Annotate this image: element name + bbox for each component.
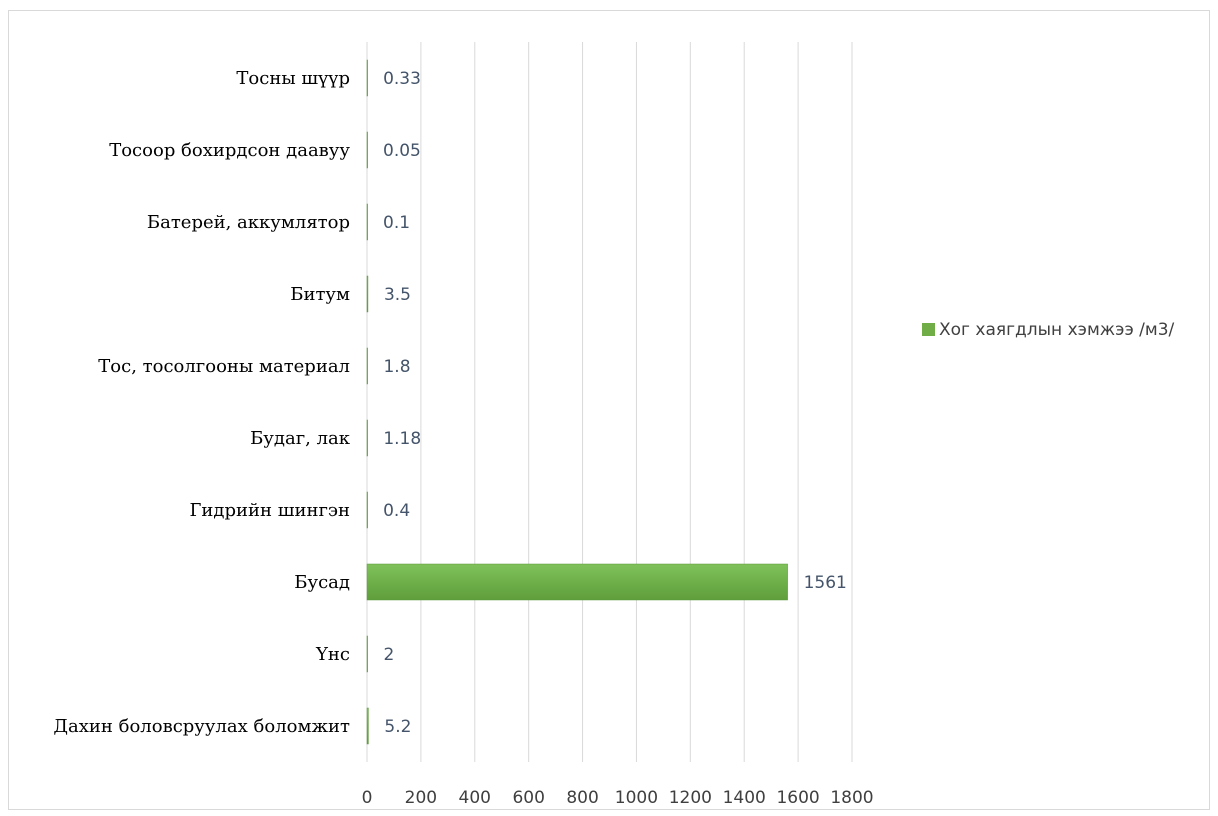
x-tick-label: 800 [566,788,598,808]
bar [366,131,368,169]
legend-label: Хог хаягдлын хэмжээ /м3/ [939,320,1175,340]
x-tick-label: 1400 [723,788,766,808]
gridlines [366,42,853,762]
bar [366,59,368,97]
bar [366,491,368,529]
bar [366,707,369,745]
data-label: 5.2 [384,717,411,737]
category-label: Будаг, лак [250,428,351,449]
x-tick-label: 200 [405,788,437,808]
x-tick-label: 1200 [669,788,712,808]
x-tick-label: 1800 [830,788,873,808]
legend-swatch [922,323,935,336]
category-label: Тос, тосолгооны материал [98,356,350,377]
category-label: Дахин боловсруулах боломжит [53,716,350,737]
category-label: Битум [290,284,350,305]
category-label: Үнс [315,644,350,665]
x-tick-label: 1600 [776,788,819,808]
data-label: 0.05 [383,141,421,161]
legend: Хог хаягдлын хэмжээ /м3/ [922,320,1175,340]
data-label: 0.4 [383,501,410,521]
x-tick-label: 0 [362,788,373,808]
x-tick-label: 400 [459,788,491,808]
bar [366,203,368,241]
bar [366,419,368,457]
data-label: 1561 [804,573,847,593]
x-tick-label: 1000 [615,788,658,808]
data-label: 1.18 [383,429,421,449]
category-label: Бусад [294,572,350,593]
data-label: 2 [384,645,395,665]
bar [366,563,788,601]
data-label: 1.8 [383,357,410,377]
bar [366,275,369,313]
category-label: Гидрийн шингэн [190,500,350,521]
category-label: Тосны шүүр [236,68,350,89]
data-label: 0.33 [383,69,421,89]
category-label: Батерей, аккумлятор [147,212,350,233]
data-label: 3.5 [384,285,411,305]
data-label: 0.1 [383,213,410,233]
labels: 0 200 400 600 800 1000 1200 1400 1600 1800 Тосны ш… [53,68,873,808]
category-label: Тосоор бохирдсон даавуу [109,140,350,161]
bars [366,59,788,745]
bar [366,635,368,673]
x-tick-label: 600 [512,788,544,808]
chart-frame [8,10,1210,810]
bar [366,347,368,385]
